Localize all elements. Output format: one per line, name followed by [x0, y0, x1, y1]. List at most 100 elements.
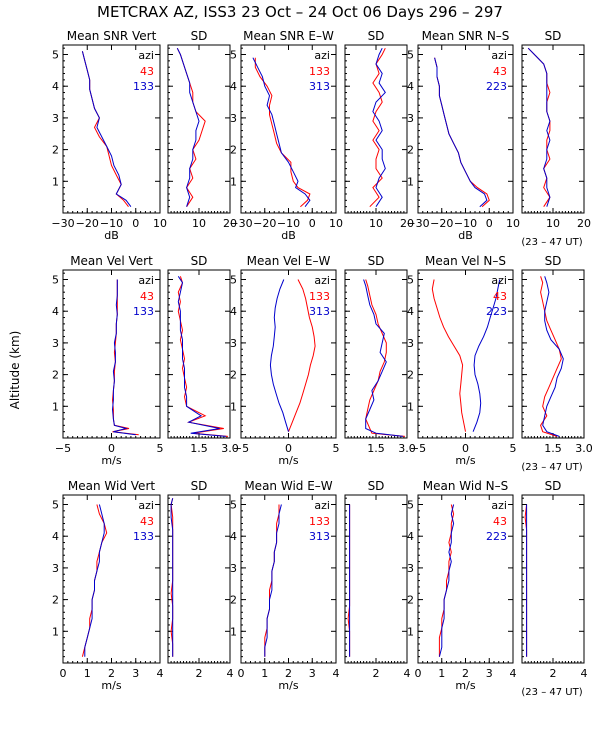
x-tick-label: 10 — [192, 217, 206, 230]
x-tick-label: 1.5 — [544, 442, 562, 455]
y-tick-label: 3 — [52, 562, 59, 575]
series-line-133 — [111, 279, 136, 436]
y-tick-label: 3 — [52, 112, 59, 125]
legend-entry: 223 — [486, 530, 507, 543]
series-line-313 — [252, 57, 311, 207]
y-tick-label: 3 — [230, 112, 237, 125]
x-tick-label: −10 — [277, 217, 300, 230]
panel-15: SD 2 4 — [344, 479, 411, 680]
x-tick-label: 20 — [223, 217, 237, 230]
panel-title: SD — [368, 254, 385, 268]
x-tick-label: 10 — [546, 217, 560, 230]
x-tick-label: 3 — [309, 667, 316, 680]
panel-10: Mean Vel N–S −5 0 5 1 2 3 4 5 m/s azi 43 223 — [407, 254, 517, 467]
panel-16: Mean Wid N–S 0 1 2 3 4 1 2 3 4 5 m/s azi 43 223 — [407, 479, 517, 692]
series-line-43 — [176, 47, 206, 207]
x-tick-label: 10 — [153, 217, 167, 230]
legend-entry: 133 — [309, 290, 330, 303]
panel-0: Mean SNR Vert −30 −20 −10 0 10 1 2 3 4 5 dB azi 43 133 — [51, 29, 167, 242]
panel-frame — [344, 494, 408, 664]
x-tick-label: −30 — [229, 217, 252, 230]
panel-title: Mean Wid E–W — [244, 479, 332, 493]
y-tick-label: 2 — [52, 369, 59, 382]
legend-entry: 43 — [140, 65, 154, 78]
y-tick-label: 4 — [52, 305, 59, 318]
x-tick-label: 4 — [510, 667, 517, 680]
y-tick-label: 5 — [52, 274, 59, 287]
x-tick-label: 3 — [132, 667, 139, 680]
series-line-313 — [363, 279, 403, 437]
y-tick-label: 4 — [52, 530, 59, 543]
x-tick-label: 10 — [329, 217, 343, 230]
panel-title: Mean SNR Vert — [67, 29, 157, 43]
x-tick-label: 1.5 — [190, 442, 208, 455]
y-tick-label: 5 — [407, 49, 414, 62]
panel-1: SD 10 20 — [167, 29, 237, 230]
x-tick-label: 2 — [550, 667, 557, 680]
y-tick-label: 1 — [230, 400, 237, 413]
legend-entry: 133 — [309, 65, 330, 78]
x-tick-label: 0 — [60, 667, 67, 680]
series-line-43 — [540, 276, 562, 437]
panel-title: Mean Vel E–W — [247, 254, 331, 268]
series-line-133 — [176, 47, 200, 207]
legend-title: azi — [314, 499, 330, 512]
y-tick-label: 4 — [407, 530, 414, 543]
legend-title: azi — [138, 49, 154, 62]
x-tick-label: 20 — [577, 217, 591, 230]
panel-title: Mean Vel N–S — [425, 254, 506, 268]
legend-entry: 133 — [309, 515, 330, 528]
panel-title: SD — [368, 29, 385, 43]
y-tick-label: 4 — [52, 80, 59, 93]
panel-title: Mean SNR N–S — [422, 29, 510, 43]
panel-3: SD 10 20 — [344, 29, 414, 230]
y-tick-label: 2 — [52, 594, 59, 607]
panel-frame — [167, 44, 231, 214]
x-tick-label: 5 — [510, 442, 517, 455]
panel-17: SD 2 4 — [521, 479, 588, 680]
x-tick-label: 10 — [506, 217, 520, 230]
panel-5: SD 10 20 — [521, 29, 591, 230]
legend-entry: 43 — [493, 290, 507, 303]
x-tick-label: −30 — [406, 217, 429, 230]
panel-14: Mean Wid E–W 0 1 2 3 4 1 2 3 4 5 m/s azi 133 313 — [230, 479, 340, 692]
panel-frame — [167, 494, 231, 664]
x-tick-label: 0 — [309, 217, 316, 230]
y-tick-label: 1 — [230, 175, 237, 188]
x-tick-label: 2 — [285, 667, 292, 680]
series-line-133 — [288, 279, 316, 432]
legend-entry: 223 — [486, 80, 507, 93]
series-line-43 — [431, 279, 466, 432]
x-axis-label: m/s — [455, 679, 475, 692]
y-tick-label: 4 — [230, 530, 237, 543]
series-line-133 — [170, 498, 174, 657]
x-tick-label: 1 — [261, 667, 268, 680]
legend-entry: 223 — [486, 305, 507, 318]
x-tick-label: 4 — [404, 667, 411, 680]
legend-entry: 313 — [309, 305, 330, 318]
panels-container: Mean SNR Vert−30 −20 −10 0 1012345dBazi43133… — [51, 29, 592, 692]
panel-title: Mean Wid N–S — [423, 479, 508, 493]
panel-frame — [521, 269, 585, 439]
x-tick-label: 10 — [369, 217, 383, 230]
panel-title: SD — [545, 479, 562, 493]
panel-11: SD 1.5 3.0 — [521, 254, 593, 455]
y-tick-label: 3 — [52, 337, 59, 350]
x-tick-label: −10 — [100, 217, 123, 230]
x-tick-label: 1 — [84, 667, 91, 680]
panel-9: SD 1.5 3.0 — [344, 254, 416, 455]
legend-title: azi — [491, 274, 507, 287]
y-tick-label: 2 — [407, 369, 414, 382]
x-tick-label: 3.0 — [398, 442, 416, 455]
series-line-313 — [264, 504, 282, 657]
series-line-43 — [434, 57, 490, 208]
y-tick-label: 5 — [230, 499, 237, 512]
legend-entry: 43 — [140, 515, 154, 528]
panel-title: Mean Wid Vert — [68, 479, 155, 493]
legend-title: azi — [138, 499, 154, 512]
panel-frame — [521, 44, 585, 214]
x-tick-label: 4 — [227, 667, 234, 680]
panel-12: Mean Wid Vert 0 1 2 3 4 1 2 3 4 5 m/s azi 43 133 — [52, 479, 164, 692]
x-tick-label: −20 — [253, 217, 276, 230]
x-tick-label: 0 — [415, 667, 422, 680]
